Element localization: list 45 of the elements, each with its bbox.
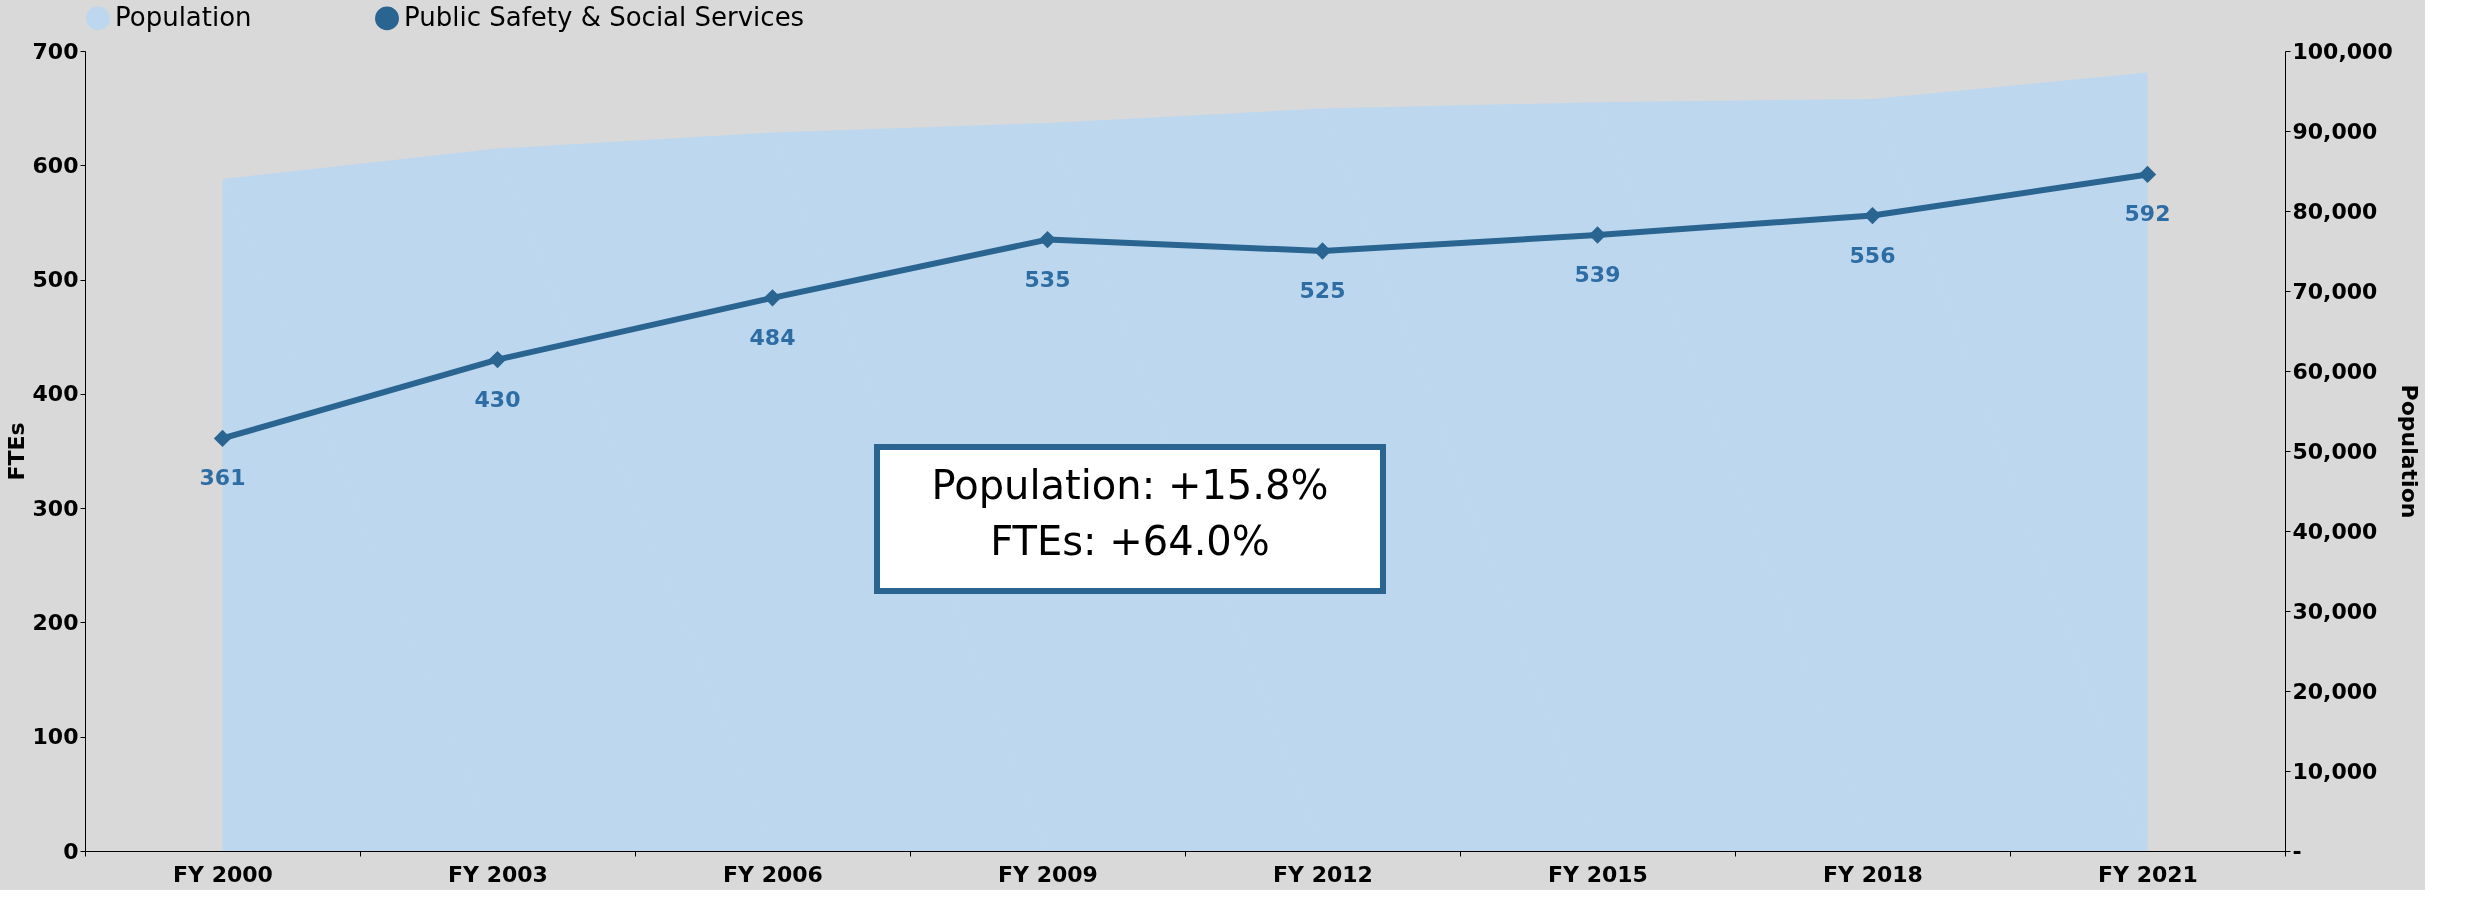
x-tick-label: FY 2018	[1823, 861, 1923, 887]
y-tick-label: 0	[63, 838, 79, 864]
y-tick-label: 100	[32, 724, 79, 750]
y2-tick-label: 80,000	[2292, 198, 2378, 224]
data-label: 556	[1849, 242, 1896, 268]
y-tick-label: 400	[32, 381, 79, 407]
point	[763, 289, 782, 307]
x-tick-label: FY 2009	[998, 861, 1098, 887]
y2-tick-label: 90,000	[2292, 118, 2378, 144]
y2-tick-label: -	[2292, 838, 2302, 864]
data-label: 592	[2124, 201, 2171, 227]
x-tick-label: FY 2015	[1548, 861, 1648, 887]
y-tick-label: 700	[32, 38, 79, 64]
y2-tick-label: 50,000	[2292, 438, 2378, 464]
y2-tick-label: 70,000	[2292, 278, 2378, 304]
y-tick-label: 600	[32, 152, 79, 178]
y-axis-title: FTEs	[3, 422, 29, 481]
x-tick-label: FY 2021	[2098, 861, 2198, 887]
y2-tick-label: 40,000	[2292, 518, 2378, 544]
annotation: FTEs: +64.0%	[990, 518, 1270, 564]
annotation: Population: +15.8%	[931, 462, 1329, 508]
data-label: 539	[1574, 262, 1621, 287]
y2-tick-label: 20,000	[2292, 678, 2378, 704]
y2-axis-title: Population	[2396, 384, 2422, 519]
data-label: 525	[1299, 278, 1346, 303]
point	[488, 350, 507, 369]
data-label: 535	[1024, 266, 1071, 292]
x-tick-label: FY 2012	[1273, 861, 1373, 887]
y-tick-label: 300	[32, 495, 79, 521]
x-tick-label: FY 2003	[448, 861, 548, 887]
point	[2138, 165, 2157, 184]
legend-label: Population	[115, 2, 252, 33]
data-label: 361	[199, 465, 246, 491]
y-tick-label: 200	[32, 609, 79, 635]
y2-tick-label: 10,000	[2292, 758, 2378, 784]
legend-label: Public Safety & Social Services	[404, 2, 805, 33]
point	[213, 429, 232, 448]
y2-tick-label: 60,000	[2292, 358, 2378, 384]
x-tick-label: FY 2000	[173, 861, 273, 887]
data-label: 430	[474, 386, 521, 412]
data-label: 484	[749, 324, 796, 350]
y2-tick-label: 100,000	[2292, 38, 2393, 64]
y2-tick-label: 30,000	[2292, 598, 2378, 624]
x-tick-label: FY 2006	[723, 861, 823, 887]
y-tick-label: 500	[32, 267, 79, 293]
